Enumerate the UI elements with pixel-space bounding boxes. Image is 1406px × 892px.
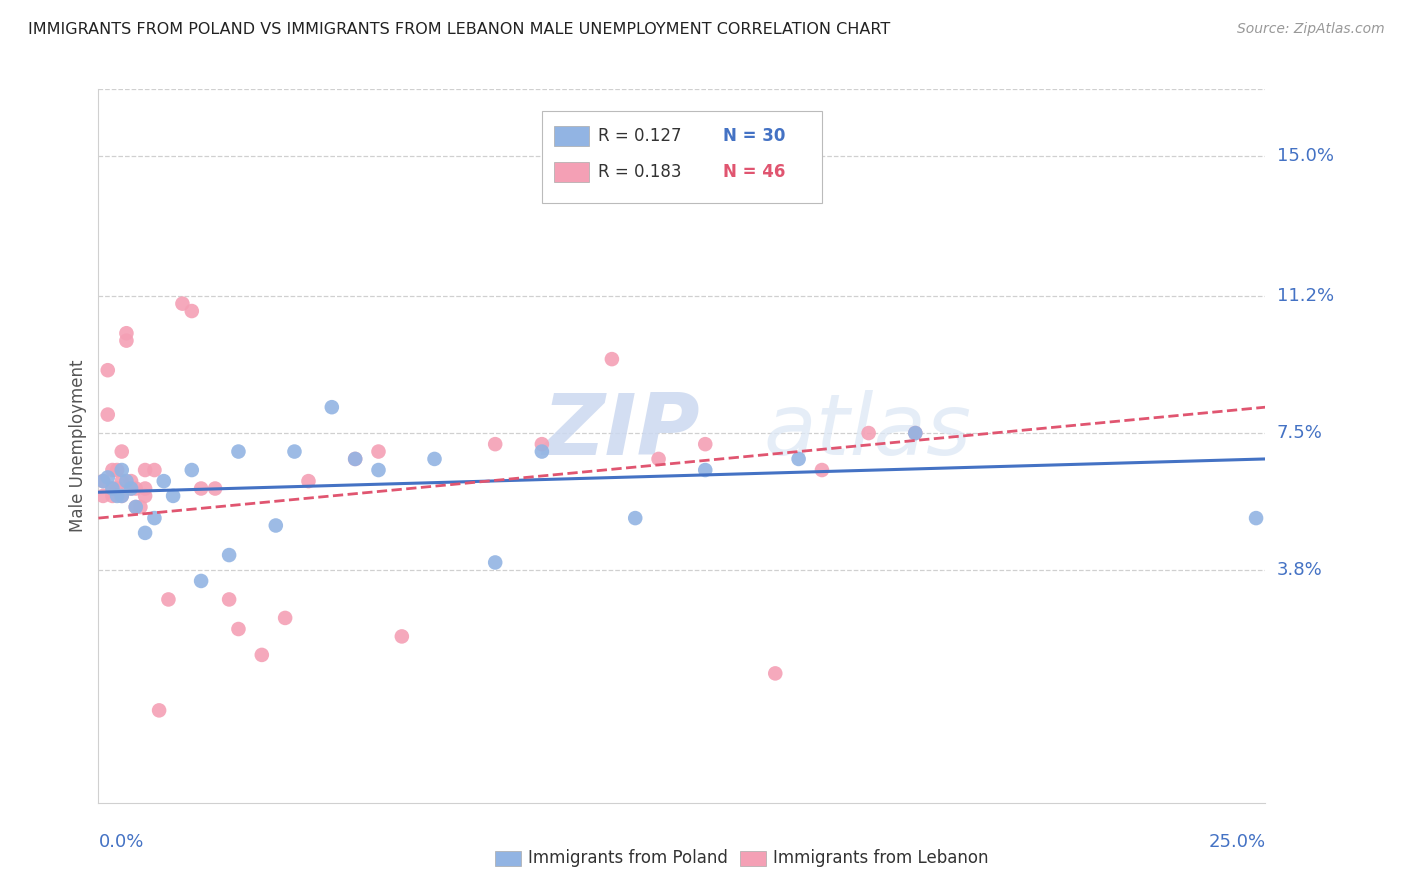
Text: ZIP: ZIP: [541, 390, 700, 474]
Point: [228, 444, 250, 458]
Point: [624, 511, 647, 525]
Point: [484, 556, 506, 570]
Point: [152, 474, 174, 488]
Point: [101, 482, 124, 496]
Point: [250, 648, 273, 662]
Point: [600, 352, 623, 367]
Point: [283, 444, 305, 458]
Point: [157, 592, 180, 607]
Point: [97, 470, 120, 484]
Point: [129, 500, 152, 514]
Point: [695, 437, 717, 451]
Text: Source: ZipAtlas.com: Source: ZipAtlas.com: [1237, 22, 1385, 37]
Point: [423, 452, 446, 467]
Text: 3.8%: 3.8%: [1277, 561, 1322, 579]
Point: [111, 489, 134, 503]
Point: [180, 463, 202, 477]
Point: [125, 482, 148, 496]
Text: 7.5%: 7.5%: [1277, 424, 1323, 442]
Point: [811, 463, 834, 477]
Point: [695, 463, 717, 477]
Point: [274, 611, 297, 625]
Text: N = 46: N = 46: [723, 163, 785, 181]
Point: [391, 629, 413, 643]
Point: [530, 437, 553, 451]
Point: [91, 474, 114, 488]
Point: [143, 463, 166, 477]
Point: [162, 489, 184, 503]
Text: R = 0.183: R = 0.183: [598, 163, 682, 181]
Point: [120, 474, 142, 488]
Text: 0.0%: 0.0%: [98, 833, 143, 851]
Point: [321, 400, 343, 414]
Point: [344, 452, 367, 467]
Point: [143, 511, 166, 525]
Y-axis label: Male Unemployment: Male Unemployment: [69, 359, 87, 533]
Text: atlas: atlas: [763, 390, 972, 474]
Point: [172, 296, 194, 310]
Text: N = 30: N = 30: [723, 128, 785, 145]
Text: Immigrants from Lebanon: Immigrants from Lebanon: [773, 849, 988, 867]
Point: [367, 444, 389, 458]
Text: 15.0%: 15.0%: [1277, 147, 1333, 165]
Point: [97, 363, 120, 377]
Point: [101, 482, 124, 496]
Point: [101, 463, 124, 477]
Point: [115, 334, 138, 348]
Text: R = 0.127: R = 0.127: [598, 128, 682, 145]
Point: [218, 548, 240, 562]
Point: [218, 592, 240, 607]
Point: [763, 666, 786, 681]
Point: [858, 425, 880, 440]
FancyBboxPatch shape: [554, 162, 589, 182]
Text: 25.0%: 25.0%: [1208, 833, 1265, 851]
Point: [344, 452, 367, 467]
Point: [530, 444, 553, 458]
Point: [105, 489, 128, 503]
Point: [97, 408, 120, 422]
Point: [1244, 511, 1267, 525]
Point: [120, 482, 142, 496]
Point: [190, 482, 212, 496]
Point: [264, 518, 287, 533]
Point: [91, 474, 114, 488]
Point: [190, 574, 212, 588]
Point: [91, 489, 114, 503]
Point: [125, 500, 148, 514]
Point: [111, 489, 134, 503]
Point: [101, 489, 124, 503]
Point: [105, 482, 128, 496]
Point: [204, 482, 226, 496]
Point: [180, 304, 202, 318]
Point: [111, 463, 134, 477]
Point: [134, 482, 156, 496]
Point: [115, 474, 138, 488]
Point: [125, 500, 148, 514]
Point: [120, 482, 142, 496]
FancyBboxPatch shape: [495, 851, 520, 866]
Point: [904, 425, 927, 440]
Point: [484, 437, 506, 451]
Point: [111, 444, 134, 458]
FancyBboxPatch shape: [541, 111, 823, 203]
Text: IMMIGRANTS FROM POLAND VS IMMIGRANTS FROM LEBANON MALE UNEMPLOYMENT CORRELATION : IMMIGRANTS FROM POLAND VS IMMIGRANTS FRO…: [28, 22, 890, 37]
FancyBboxPatch shape: [554, 127, 589, 146]
Point: [134, 463, 156, 477]
Point: [148, 703, 170, 717]
Point: [647, 452, 669, 467]
FancyBboxPatch shape: [741, 851, 766, 866]
Point: [134, 489, 156, 503]
Point: [787, 452, 810, 467]
Point: [297, 474, 319, 488]
Point: [105, 463, 128, 477]
Point: [111, 474, 134, 488]
Point: [134, 525, 156, 540]
Text: Immigrants from Poland: Immigrants from Poland: [527, 849, 728, 867]
Point: [904, 425, 927, 440]
Point: [115, 326, 138, 341]
Text: 11.2%: 11.2%: [1277, 287, 1334, 305]
Point: [228, 622, 250, 636]
Point: [367, 463, 389, 477]
